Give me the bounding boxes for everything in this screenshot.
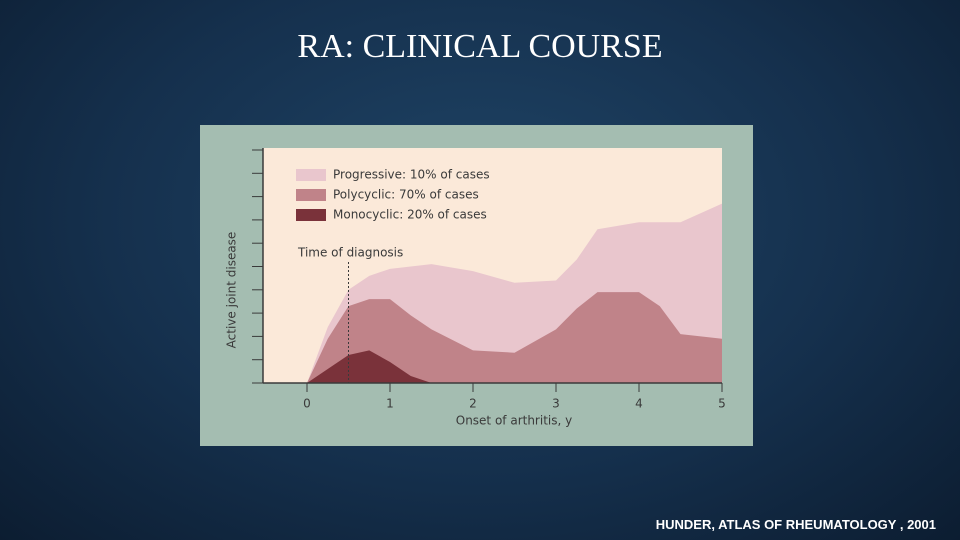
citation: HUNDER, ATLAS OF RHEUMATOLOGY , 2001 [655,517,936,532]
x-tick-label: 1 [386,397,394,411]
x-tick-label: 0 [303,397,311,411]
annotation: Time of diagnosis [297,246,403,260]
x-tick-label: 2 [469,397,477,411]
slide-title: RA: CLINICAL COURSE [297,28,663,65]
x-tick-label: 5 [718,397,726,411]
y-axis-label: Active joint disease [225,232,239,349]
x-axis-label: Onset of arthritis, y [456,414,572,428]
legend-label: Polycyclic: 70% of cases [333,188,479,202]
legend-swatch [296,169,326,181]
legend-swatch [296,209,326,221]
legend-label: Monocyclic: 20% of cases [333,208,487,222]
legend-swatch [296,189,326,201]
area [307,292,722,383]
x-tick-label: 4 [635,397,643,411]
legend-label: Progressive: 10% of cases [333,168,490,182]
x-tick-label: 3 [552,397,560,411]
